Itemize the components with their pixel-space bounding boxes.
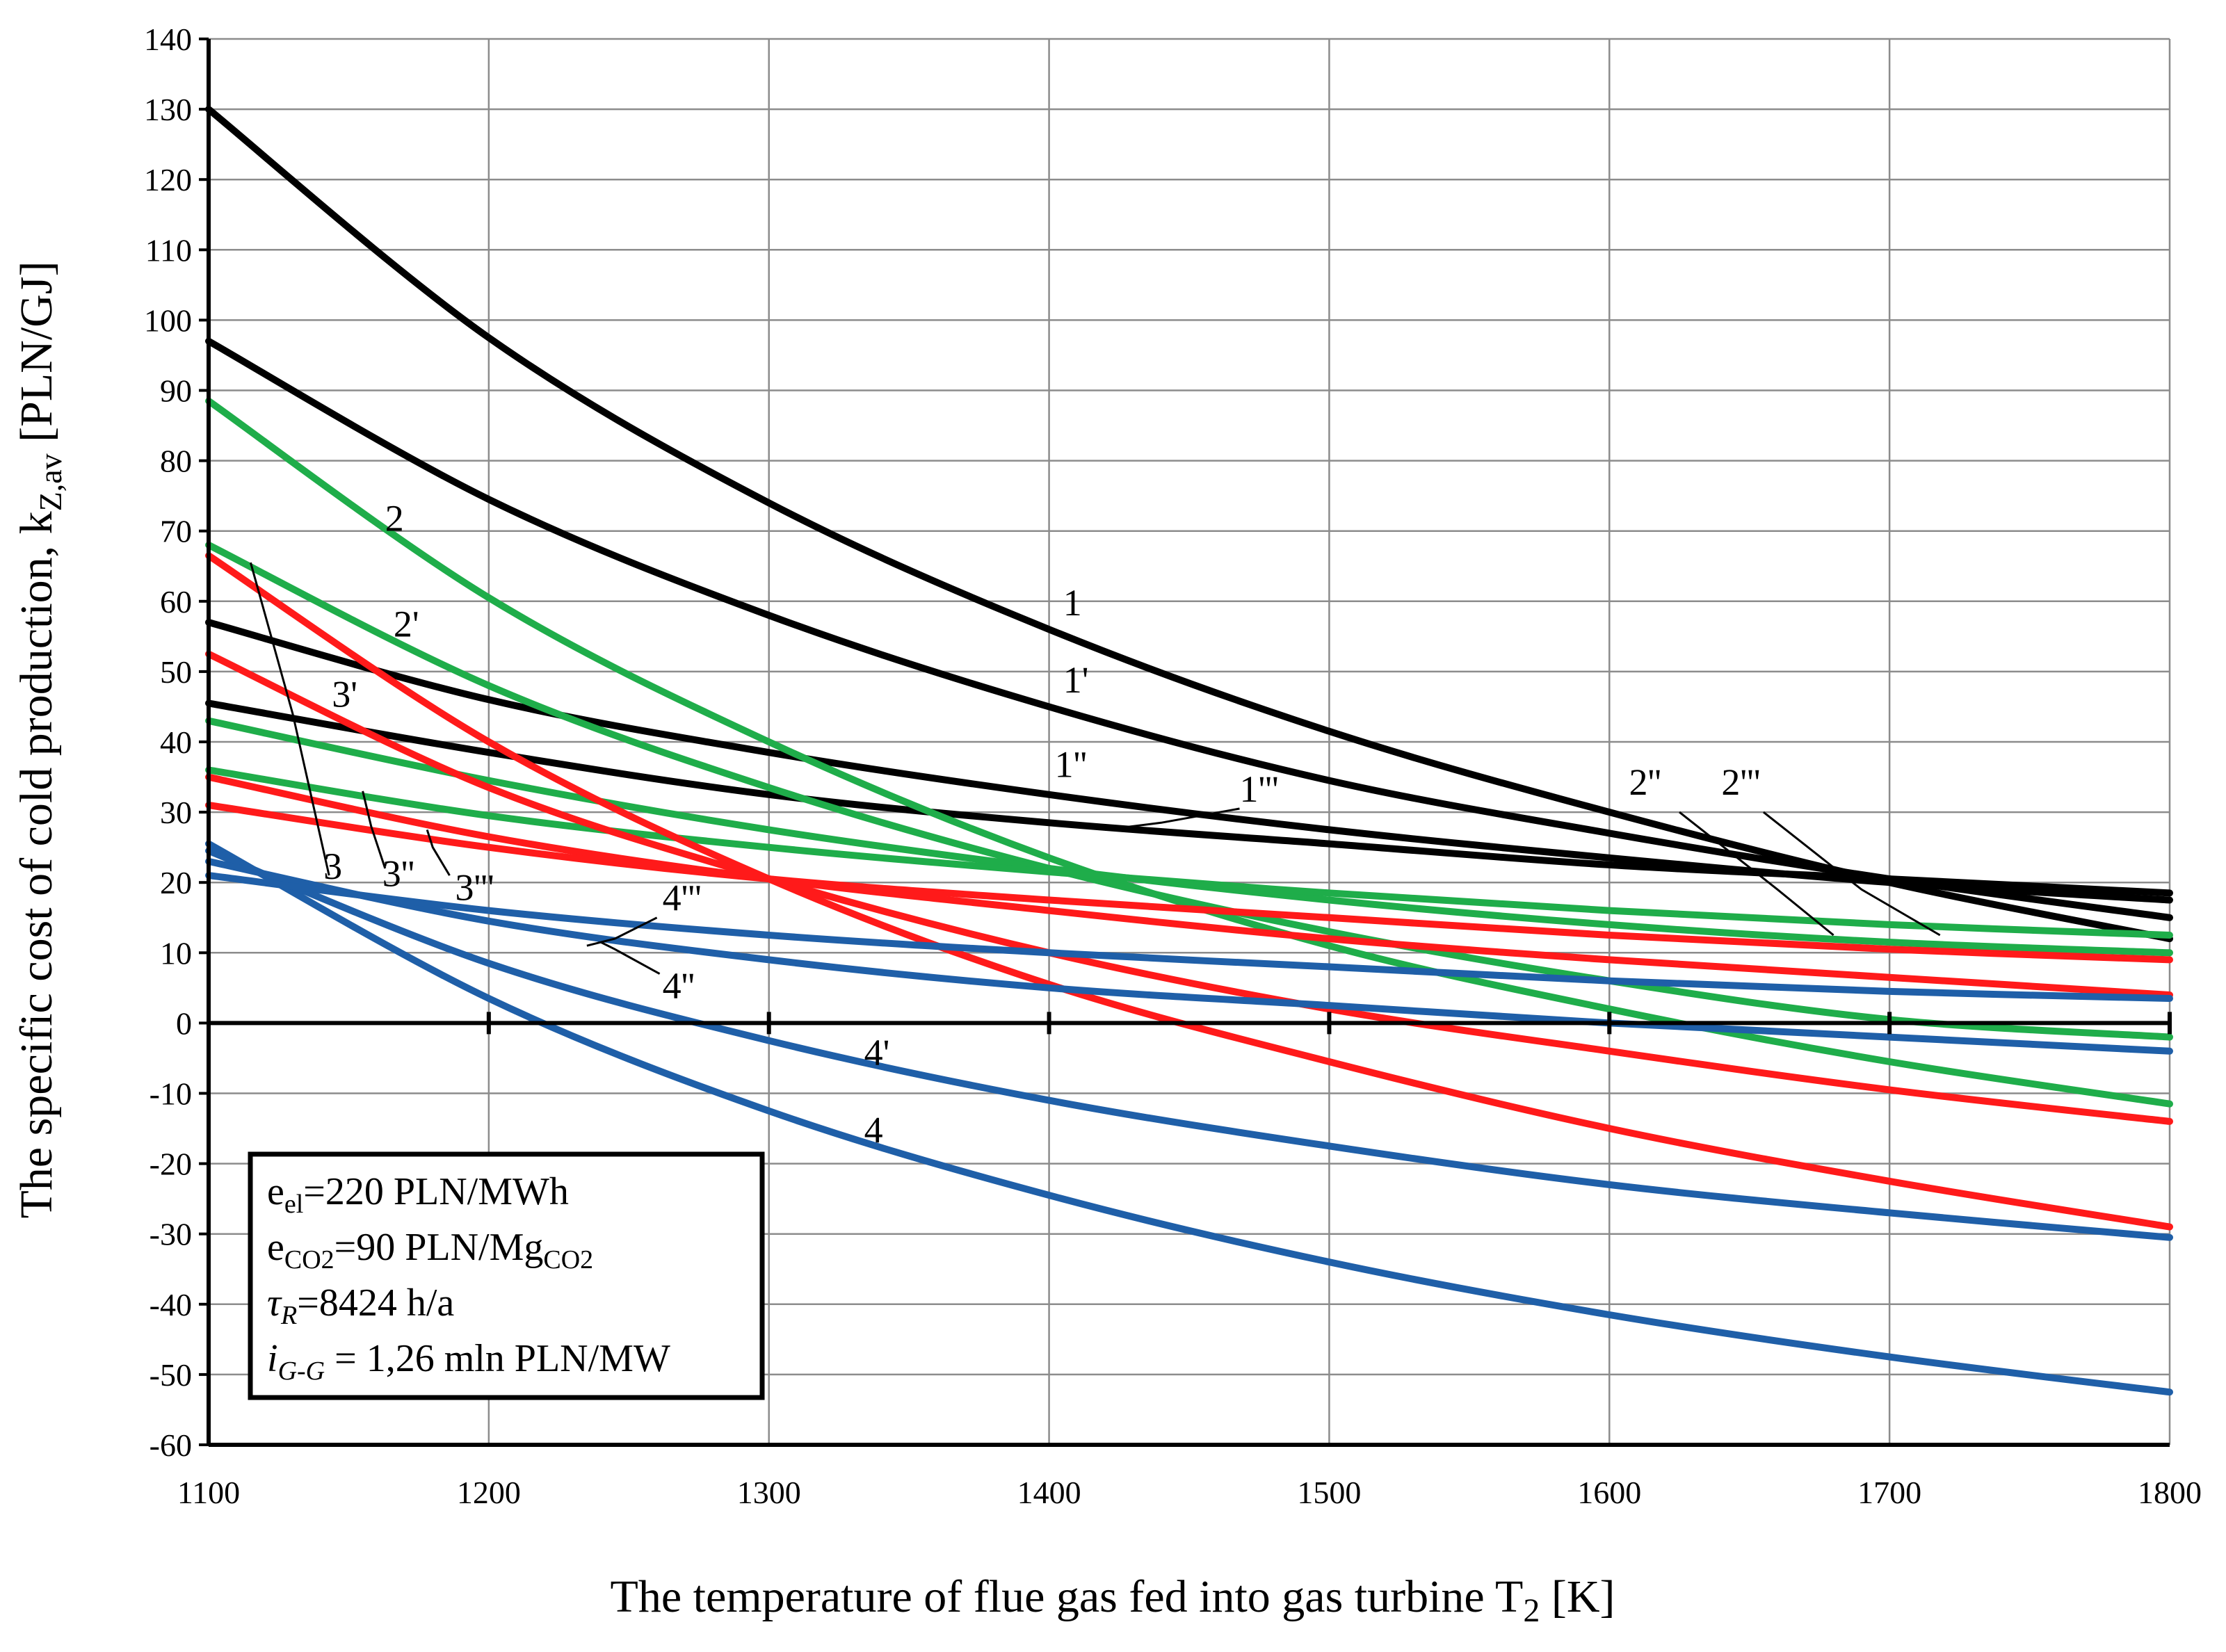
leader-line — [249, 562, 330, 876]
plot-frame — [199, 38, 2170, 1447]
x-axis-title: The temperature of flue gas fed into gas… — [611, 1571, 1615, 1629]
leader-line — [586, 916, 658, 947]
series-line-1p — [205, 337, 2173, 921]
series-line-3 — [205, 552, 2173, 1231]
y-tick-label: 80 — [160, 444, 192, 479]
leader-lines — [249, 562, 1941, 975]
series-line-3p — [205, 650, 2173, 1125]
x-tick-label: 1200 — [457, 1475, 521, 1510]
series-label-4ppp: 4''' — [663, 877, 702, 919]
y-tick-label: 50 — [160, 654, 192, 690]
series-label-1: 1 — [1063, 582, 1082, 624]
series-label-1ppp: 1''' — [1240, 768, 1279, 810]
series-line-4pp — [205, 857, 2173, 1055]
y-tick-label: 100 — [144, 302, 192, 338]
y-tick-label: 0 — [176, 1005, 192, 1041]
series-line-2p — [205, 541, 2173, 1041]
y-tick-label: 60 — [160, 584, 192, 620]
param-co2: eCO2=90 PLN/MgCO2 — [267, 1226, 593, 1274]
curves — [205, 106, 2173, 1396]
y-tick-label: 90 — [160, 373, 192, 409]
tick-labels: -60 -50 -40 -30 -20 -10 0 10 20 30 40 50 60 70 80 90 100… — [144, 22, 2202, 1510]
y-tick-label: 140 — [144, 22, 192, 57]
series-line-4ppp — [205, 872, 2173, 1002]
param-tau: τR=8424 h/a — [267, 1281, 454, 1330]
series-label-2p: 2' — [394, 603, 419, 645]
x-tick-label: 1400 — [1017, 1475, 1081, 1510]
leader-line — [362, 791, 387, 869]
y-axis-title: The specific cost of cold production, kZ… — [11, 261, 68, 1218]
parameter-box: eel=220 PLN/MWh eCO2=90 PLN/MgCO2 τR=842… — [248, 1151, 765, 1400]
series-line-3pp — [205, 773, 2173, 998]
series-line-1ppp — [205, 699, 2173, 897]
leader-line — [426, 829, 451, 876]
leader-line — [1762, 811, 1941, 937]
y-tick-label: 40 — [160, 724, 192, 760]
series-label-4: 4 — [864, 1109, 883, 1151]
series-label-4pp: 4'' — [663, 965, 695, 1007]
y-tick-label: 110 — [145, 232, 192, 268]
series-label-4p: 4' — [864, 1032, 890, 1074]
series-label-3ppp: 3''' — [455, 866, 494, 908]
y-tick-label: 120 — [144, 162, 192, 197]
x-tick-label: 1300 — [737, 1475, 801, 1510]
param-igg: iG-G = 1,26 mln PLN/MW — [267, 1337, 670, 1386]
series-line-1pp — [205, 619, 2173, 904]
series-line-3ppp — [205, 802, 2173, 964]
y-tick-label: -20 — [150, 1147, 192, 1182]
series-label-1pp: 1'' — [1055, 744, 1087, 786]
y-tick-label: -40 — [150, 1287, 192, 1322]
y-tick-label: -10 — [150, 1076, 192, 1112]
series-label-2: 2 — [385, 498, 404, 540]
series-line-4 — [205, 840, 2173, 1396]
series-label-3p: 3' — [332, 673, 357, 715]
leader-line — [1679, 811, 1834, 937]
x-tick-label: 1800 — [2138, 1475, 2202, 1510]
series-label-3pp: 3'' — [382, 852, 414, 894]
leader-line — [1104, 807, 1240, 831]
y-tick-label: 30 — [160, 795, 192, 830]
x-tick-label: 1500 — [1297, 1475, 1361, 1510]
parameter-box-frame — [248, 1151, 765, 1400]
y-tick-label: 20 — [160, 865, 192, 900]
x-tick-label: 1700 — [1857, 1475, 1921, 1510]
curve-labels: 11'1''1'''22'2'' 2'''33'3'' 3'''44'4''4''' — [323, 498, 1760, 1151]
y-tick-label: 70 — [160, 514, 192, 549]
series-line-4p — [205, 847, 2173, 1241]
leader-line — [600, 941, 661, 975]
series-label-2ppp: 2''' — [1721, 761, 1760, 803]
y-tick-label: 10 — [160, 935, 192, 971]
x-tick-label: 1600 — [1577, 1475, 1641, 1510]
x-tick-label: 1100 — [177, 1475, 240, 1510]
y-tick-label: -30 — [150, 1217, 192, 1252]
y-tick-label: 130 — [144, 92, 192, 127]
y-tick-label: -50 — [150, 1357, 192, 1393]
y-tick-label: -60 — [150, 1427, 192, 1463]
param-el: eel=220 PLN/MWh — [267, 1170, 569, 1219]
series-label-2pp: 2'' — [1629, 761, 1661, 803]
series-label-1p: 1' — [1063, 659, 1089, 701]
series-line-2ppp — [205, 766, 2173, 939]
